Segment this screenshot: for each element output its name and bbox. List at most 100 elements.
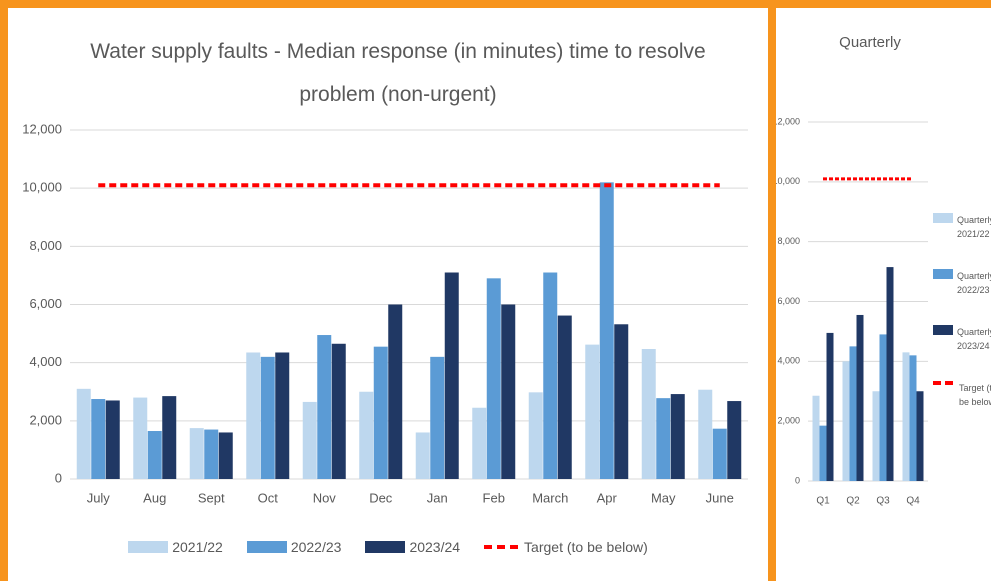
bar bbox=[359, 391, 374, 479]
bar bbox=[218, 432, 233, 479]
bar bbox=[486, 278, 501, 479]
y-tick-label: 2,000 bbox=[29, 412, 62, 427]
bar bbox=[388, 304, 403, 479]
bar bbox=[91, 399, 106, 479]
x-tick-label: Dec bbox=[369, 490, 393, 505]
x-tick-label: Q4 bbox=[906, 496, 920, 507]
x-tick-label: Nov bbox=[313, 490, 337, 505]
bar bbox=[670, 394, 685, 479]
legend-item: Target (to be below) bbox=[933, 381, 991, 409]
bar bbox=[204, 429, 219, 479]
legend-label: 2021/22 bbox=[172, 539, 223, 555]
y-tick-label: 4,000 bbox=[777, 356, 800, 366]
bar bbox=[317, 335, 332, 479]
x-tick-label: Feb bbox=[483, 490, 505, 505]
legend: Quarterly 2021/22 Quarterly 2022/23 Quarte… bbox=[933, 213, 991, 409]
legend-item: Quarterly 2023/24 bbox=[933, 325, 991, 353]
legend-item: Quarterly 2022/23 bbox=[933, 269, 991, 297]
legend-swatch bbox=[246, 541, 287, 553]
bar bbox=[872, 391, 880, 481]
quarterly-chart-panel: Quarterly 0 2,000 4,000 6,000 8,000 10,000 12,0… bbox=[776, 8, 991, 581]
bar bbox=[189, 428, 204, 479]
x-tick-label: Q2 bbox=[846, 496, 860, 507]
bar bbox=[76, 388, 91, 479]
plot: 0 2,000 4,000 6,000 8,000 10,000 12,000 Q1 Q2 Q3 Q… bbox=[776, 116, 928, 507]
legend-swatch bbox=[484, 545, 519, 549]
x-tick-label: July bbox=[87, 490, 111, 505]
legend-item: Quarterly 2021/22 bbox=[933, 213, 991, 241]
legend-swatch bbox=[933, 269, 953, 279]
bar bbox=[275, 352, 290, 479]
y-tick-label: 2,000 bbox=[777, 416, 800, 426]
bar bbox=[916, 391, 924, 481]
legend: 2021/22 2022/23 2023/24 Target (to be below… bbox=[8, 539, 768, 555]
x-tick-label: Apr bbox=[597, 490, 618, 505]
legend-label: 2022/23 bbox=[290, 539, 342, 555]
legend-label: Quarterly 2021/22 bbox=[957, 215, 991, 239]
legend-label: Target (to be below) bbox=[959, 383, 991, 407]
bar bbox=[812, 395, 820, 481]
legend-item: 2021/22 bbox=[128, 539, 223, 555]
bar bbox=[698, 389, 713, 479]
legend-label: 2023/24 bbox=[409, 539, 461, 555]
y-tick-label: 10,000 bbox=[776, 176, 800, 186]
bar bbox=[826, 332, 834, 481]
y-tick-label: 0 bbox=[55, 470, 62, 485]
y-tick-label: 12,000 bbox=[22, 121, 62, 136]
legend-label: Quarterly 2022/23 bbox=[957, 271, 991, 295]
x-tick-label: June bbox=[706, 490, 734, 505]
bar bbox=[656, 398, 671, 479]
x-tick-label: May bbox=[651, 490, 676, 505]
legend-swatch bbox=[128, 541, 169, 553]
bar bbox=[302, 401, 317, 479]
bar bbox=[585, 344, 600, 479]
y-tick-label: 4,000 bbox=[29, 354, 62, 369]
x-tick-label: Oct bbox=[258, 490, 279, 505]
y-tick-label: 10,000 bbox=[22, 180, 62, 195]
bar bbox=[727, 401, 742, 479]
bar bbox=[147, 431, 162, 479]
bar bbox=[543, 272, 558, 479]
bar bbox=[472, 407, 487, 479]
legend-item: Target (to be below) bbox=[484, 539, 648, 555]
legend-swatch bbox=[933, 381, 953, 385]
legend-swatch bbox=[365, 541, 406, 553]
bar bbox=[819, 425, 827, 481]
main-chart-panel: Water supply faults - Median response (i… bbox=[8, 8, 768, 581]
bar bbox=[902, 352, 910, 481]
bar bbox=[909, 355, 917, 481]
bar bbox=[614, 324, 629, 479]
legend-swatch bbox=[933, 213, 953, 223]
bar bbox=[373, 346, 388, 479]
bar bbox=[105, 400, 120, 479]
legend-swatch bbox=[933, 325, 953, 335]
x-tick-label: Sept bbox=[198, 490, 225, 505]
y-tick-label: 6,000 bbox=[777, 296, 800, 306]
bar bbox=[133, 397, 148, 479]
plot: 0 2,000 4,000 6,000 8,000 10,000 12,000 July Aug… bbox=[22, 121, 748, 505]
bar bbox=[331, 343, 346, 479]
legend-item: 2022/23 bbox=[246, 539, 342, 555]
bar bbox=[886, 267, 894, 481]
bar bbox=[501, 304, 516, 479]
chart-title: Water supply faults - Median response (i… bbox=[90, 40, 706, 106]
bar bbox=[641, 348, 656, 479]
bar bbox=[599, 182, 614, 479]
x-tick-label: Aug bbox=[143, 490, 166, 505]
bar bbox=[879, 334, 887, 481]
bar bbox=[415, 432, 430, 479]
legend-label: Target (to be below) bbox=[524, 539, 648, 555]
y-tick-label: 6,000 bbox=[29, 296, 62, 311]
x-tick-label: Q3 bbox=[876, 496, 890, 507]
bar bbox=[842, 361, 850, 481]
x-tick-label: Jan bbox=[427, 490, 448, 505]
bar bbox=[856, 314, 864, 481]
x-tick-label: March bbox=[532, 490, 568, 505]
bar bbox=[528, 392, 543, 479]
bar bbox=[430, 356, 445, 479]
bar bbox=[849, 346, 857, 481]
y-tick-label: 8,000 bbox=[777, 236, 800, 246]
bar bbox=[162, 396, 177, 479]
bar bbox=[712, 428, 727, 479]
